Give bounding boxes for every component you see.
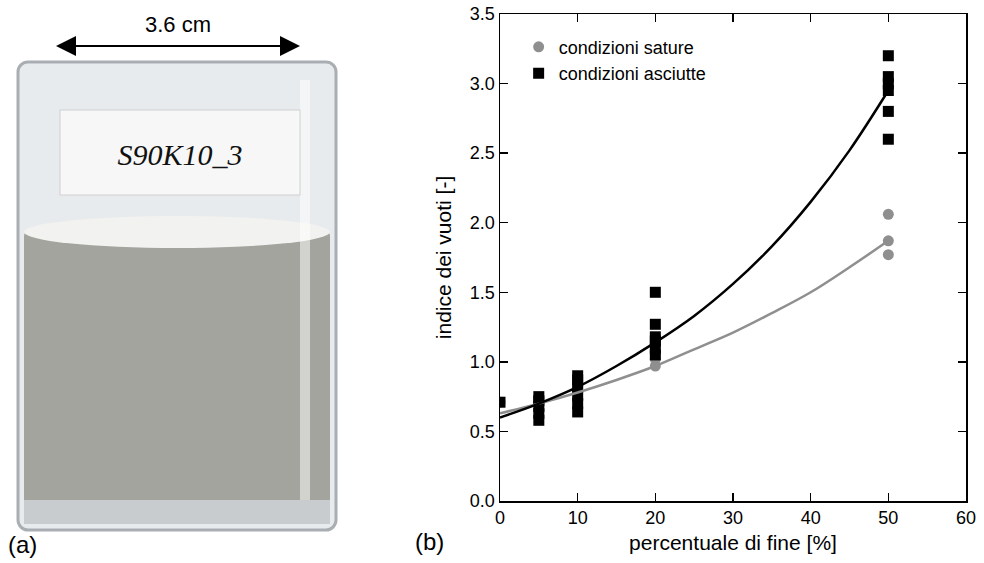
svg-text:20: 20 — [645, 508, 665, 528]
svg-text:50: 50 — [878, 508, 898, 528]
svg-text:2.0: 2.0 — [470, 213, 495, 233]
svg-text:2.5: 2.5 — [470, 143, 495, 163]
svg-text:3.0: 3.0 — [470, 74, 495, 94]
svg-text:1.5: 1.5 — [470, 283, 495, 303]
svg-text:indice dei vuoti [-]: indice dei vuoti [-] — [432, 176, 455, 339]
svg-text:0.0: 0.0 — [470, 491, 495, 511]
svg-text:(a): (a) — [8, 531, 37, 558]
svg-text:percentuale di fine [%]: percentuale di fine [%] — [629, 531, 837, 554]
svg-text:S90K10_3: S90K10_3 — [117, 138, 242, 171]
svg-text:condizioni asciutte: condizioni asciutte — [559, 64, 706, 84]
svg-text:1.0: 1.0 — [470, 352, 495, 372]
svg-text:condizioni sature: condizioni sature — [559, 38, 694, 58]
svg-text:10: 10 — [568, 508, 588, 528]
svg-text:30: 30 — [723, 508, 743, 528]
svg-text:3.6 cm: 3.6 cm — [145, 12, 211, 37]
svg-text:0: 0 — [495, 508, 505, 528]
svg-text:40: 40 — [801, 508, 821, 528]
svg-text:3.5: 3.5 — [470, 4, 495, 24]
html-text:(b): (b) — [415, 528, 445, 555]
svg-text:60: 60 — [956, 508, 976, 528]
svg-text:0.5: 0.5 — [470, 422, 495, 442]
